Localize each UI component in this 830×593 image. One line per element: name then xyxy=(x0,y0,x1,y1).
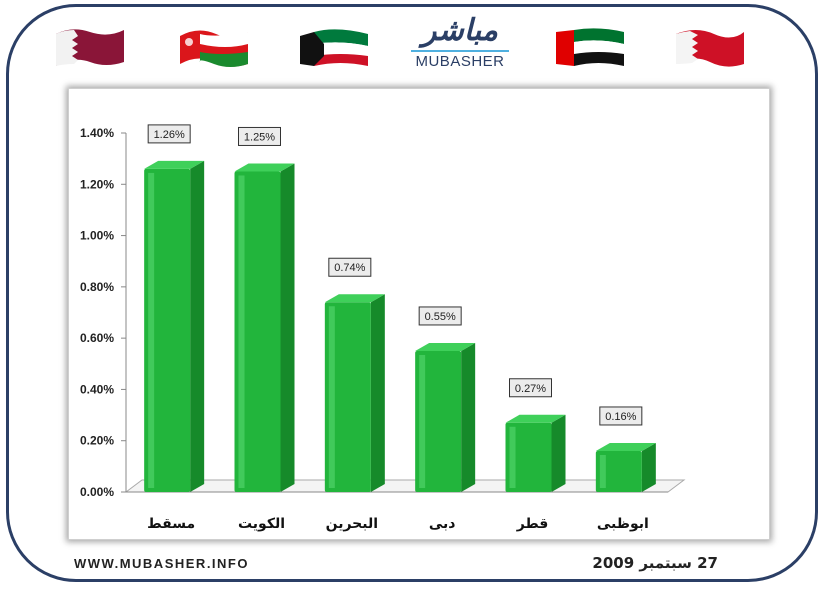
mubasher-logo: مباشر MUBASHER xyxy=(405,14,515,76)
data-label-box xyxy=(147,124,191,144)
bar-front xyxy=(324,302,371,492)
y-tick-label: 0.60% xyxy=(80,331,114,345)
data-label: 0.16% xyxy=(605,411,636,423)
bar xyxy=(234,163,295,492)
bar-top xyxy=(415,342,476,351)
bar-front xyxy=(595,450,642,492)
logo-english-text: MUBASHER xyxy=(411,50,509,70)
bar-top xyxy=(324,294,385,303)
date-label: 27 سبتمبر 2009 xyxy=(592,554,718,572)
bar-front xyxy=(415,350,462,492)
y-tick-label: 1.20% xyxy=(80,177,114,191)
category-label: مسقط xyxy=(147,516,195,532)
bar-top xyxy=(595,442,656,451)
bar-highlight xyxy=(419,354,426,488)
logo-arabic-text: مباشر xyxy=(422,13,498,48)
y-tick-label: 0.40% xyxy=(80,382,114,396)
bar xyxy=(324,294,385,492)
rounded-frame xyxy=(6,4,818,582)
bar xyxy=(595,442,656,492)
bar-front xyxy=(505,422,552,492)
data-label-box xyxy=(509,378,552,398)
bar xyxy=(505,414,566,492)
category-label: ابوظبى xyxy=(597,516,649,532)
bar-front xyxy=(234,171,281,492)
y-tick-label: 1.00% xyxy=(80,229,114,243)
category-label: البحرين xyxy=(326,516,378,532)
bar xyxy=(144,160,205,492)
bar-side xyxy=(551,414,566,492)
y-tick-label: 0.00% xyxy=(80,485,114,499)
bar-side xyxy=(280,163,295,492)
data-label-box xyxy=(418,306,462,326)
bar-highlight xyxy=(509,426,516,488)
category-label: الكويت xyxy=(238,516,285,532)
data-label: 0.74% xyxy=(334,262,365,274)
bahrain-flag-icon xyxy=(676,30,744,67)
data-label-box xyxy=(599,406,643,426)
bar-side xyxy=(190,160,205,492)
data-label-box xyxy=(238,126,281,146)
bar-highlight xyxy=(238,175,245,488)
bar-top xyxy=(144,160,205,169)
bar-highlight xyxy=(328,306,335,488)
data-label: 1.25% xyxy=(244,131,275,143)
bar xyxy=(415,342,476,492)
qatar-flag-icon xyxy=(56,29,124,66)
kuwait-flag-icon xyxy=(300,29,368,66)
data-label: 0.55% xyxy=(425,311,456,323)
bar-top xyxy=(505,414,566,423)
oman-flag-icon xyxy=(180,30,248,67)
data-label: 0.27% xyxy=(515,383,546,395)
category-label: دبى xyxy=(429,516,456,532)
data-label-box xyxy=(328,257,372,277)
website-url: WWW.MUBASHER.INFO xyxy=(74,556,249,571)
bar-side xyxy=(461,342,476,492)
category-label: قطر xyxy=(516,516,549,532)
bar-side xyxy=(641,442,656,492)
bar-highlight xyxy=(148,172,155,488)
y-tick-label: 0.20% xyxy=(80,434,114,448)
bar-top xyxy=(234,163,295,172)
bar-front xyxy=(144,168,191,492)
y-tick-label: 0.80% xyxy=(80,280,114,294)
data-label: 1.26% xyxy=(154,129,185,141)
bar-highlight xyxy=(599,454,606,488)
y-tick-label: 1.40% xyxy=(80,126,114,140)
uae-flag-icon xyxy=(556,28,624,66)
bar-side xyxy=(370,294,385,492)
